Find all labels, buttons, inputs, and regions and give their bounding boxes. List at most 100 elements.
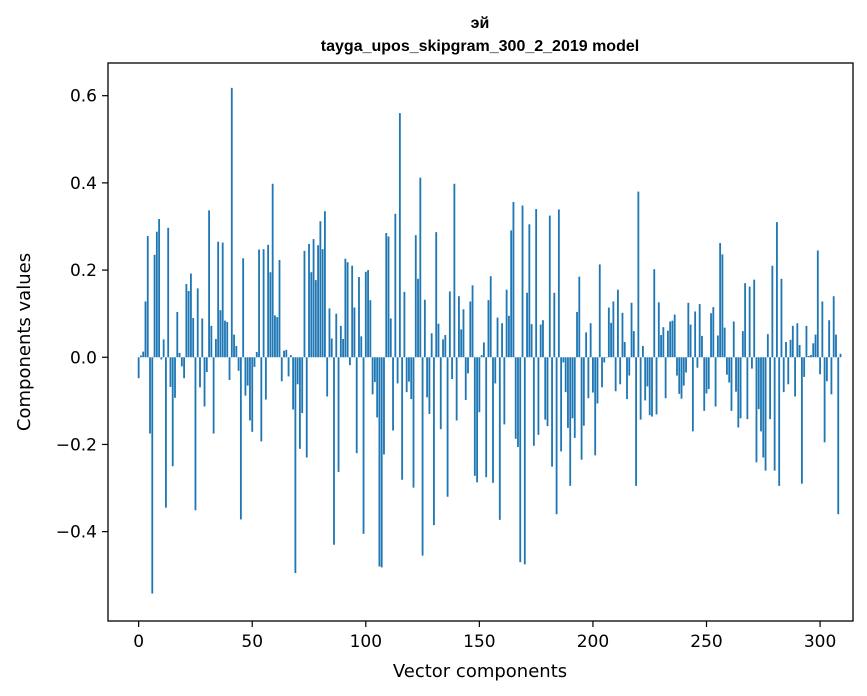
- bar-component-215: [626, 357, 628, 400]
- bar-component-296: [810, 355, 812, 358]
- bar-component-170: [523, 357, 526, 565]
- bar-component-63: [280, 357, 283, 382]
- bar-component-30: [205, 357, 208, 373]
- bar-component-28: [201, 318, 204, 358]
- bar-component-175: [535, 209, 538, 358]
- bar-component-206: [605, 357, 608, 358]
- bar-component-191: [571, 357, 574, 419]
- bar-component-267: [744, 283, 747, 358]
- bar-component-279: [771, 265, 774, 358]
- bar-component-42: [233, 334, 235, 358]
- bar-component-47: [244, 357, 247, 396]
- bar-component-277: [766, 334, 769, 358]
- bar-component-24: [192, 318, 195, 358]
- bar-component-77: [312, 239, 315, 358]
- bar-component-225: [648, 357, 651, 416]
- bar-component-96: [355, 357, 358, 454]
- bar-component-292: [800, 357, 803, 484]
- bar-component-198: [587, 357, 590, 399]
- bar-component-177: [539, 324, 542, 358]
- plot-frame: [107, 62, 854, 622]
- bar-component-66: [287, 357, 290, 377]
- bar-component-178: [542, 320, 544, 358]
- bar-component-208: [610, 322, 613, 358]
- bar-component-192: [573, 357, 576, 438]
- bar-component-155: [489, 276, 492, 358]
- x-tick-label: 250: [690, 632, 722, 652]
- bar-component-69: [294, 357, 297, 574]
- bar-component-65: [285, 349, 288, 358]
- bar-component-164: [510, 230, 513, 358]
- bar-component-285: [785, 342, 787, 358]
- bar-component-244: [691, 357, 694, 432]
- bar-component-224: [646, 357, 649, 387]
- bar-component-297: [812, 343, 815, 358]
- bar-component-166: [514, 357, 517, 439]
- bar-component-275: [762, 357, 765, 458]
- bar-component-123: [417, 278, 419, 358]
- bar-component-108: [383, 357, 385, 455]
- bar-component-162: [505, 289, 508, 358]
- bar-component-115: [398, 113, 401, 358]
- bar-component-231: [662, 327, 665, 358]
- bar-component-259: [726, 357, 728, 375]
- bar-component-242: [687, 302, 690, 358]
- bar-component-284: [782, 357, 785, 393]
- bar-component-126: [423, 299, 426, 358]
- bar-component-33: [212, 357, 215, 434]
- bar-component-194: [578, 276, 581, 358]
- bar-component-190: [569, 357, 572, 486]
- bar-component-255: [716, 335, 719, 358]
- bar-component-117: [403, 291, 406, 358]
- bar-component-125: [421, 357, 424, 556]
- bar-component-12: [165, 357, 167, 508]
- bar-component-220: [637, 191, 640, 358]
- bar-component-58: [269, 272, 272, 358]
- bar-component-127: [426, 357, 429, 398]
- bar-component-270: [751, 357, 753, 369]
- bar-component-60: [274, 315, 276, 358]
- bar-component-74: [305, 357, 308, 458]
- bar-component-10: [160, 357, 163, 360]
- y-tick-label: 0.4: [70, 174, 97, 194]
- bar-component-159: [498, 357, 501, 520]
- x-tick-label: 100: [350, 632, 382, 652]
- bar-component-5: [149, 357, 151, 434]
- y-tick-label: −0.4: [56, 523, 97, 543]
- bar-component-266: [741, 331, 744, 358]
- y-tick-label: −0.2: [56, 435, 97, 455]
- bar-component-307: [835, 334, 837, 358]
- bar-component-147: [471, 285, 474, 358]
- bar-component-237: [676, 357, 678, 376]
- bar-component-262: [732, 321, 735, 358]
- bar-component-61: [276, 317, 279, 358]
- bar-component-200: [592, 357, 594, 393]
- bar-component-156: [492, 357, 494, 483]
- bar-component-119: [408, 357, 410, 382]
- bar-component-235: [671, 320, 674, 358]
- bar-component-137: [448, 291, 451, 358]
- bar-component-305: [830, 357, 833, 395]
- bar-component-92: [346, 262, 349, 358]
- bar-component-50: [251, 357, 254, 432]
- bar-component-90: [342, 338, 344, 358]
- bar-component-251: [707, 357, 710, 390]
- bar-component-6: [151, 357, 154, 594]
- bar-component-114: [396, 357, 399, 384]
- bar-component-88: [337, 357, 340, 472]
- bar-component-9: [158, 219, 161, 358]
- bar-component-139: [453, 183, 456, 358]
- bar-component-82: [324, 211, 326, 358]
- bar-component-165: [512, 202, 515, 358]
- bar-component-293: [803, 357, 806, 377]
- bar-component-36: [219, 310, 222, 358]
- bar-component-38: [224, 320, 226, 358]
- bar-component-294: [805, 325, 808, 358]
- bar-component-20: [183, 357, 185, 379]
- bar-component-26: [196, 288, 199, 358]
- bar-component-85: [330, 338, 333, 358]
- bar-component-260: [728, 357, 731, 383]
- bar-component-228: [655, 357, 658, 415]
- bar-component-304: [828, 320, 831, 358]
